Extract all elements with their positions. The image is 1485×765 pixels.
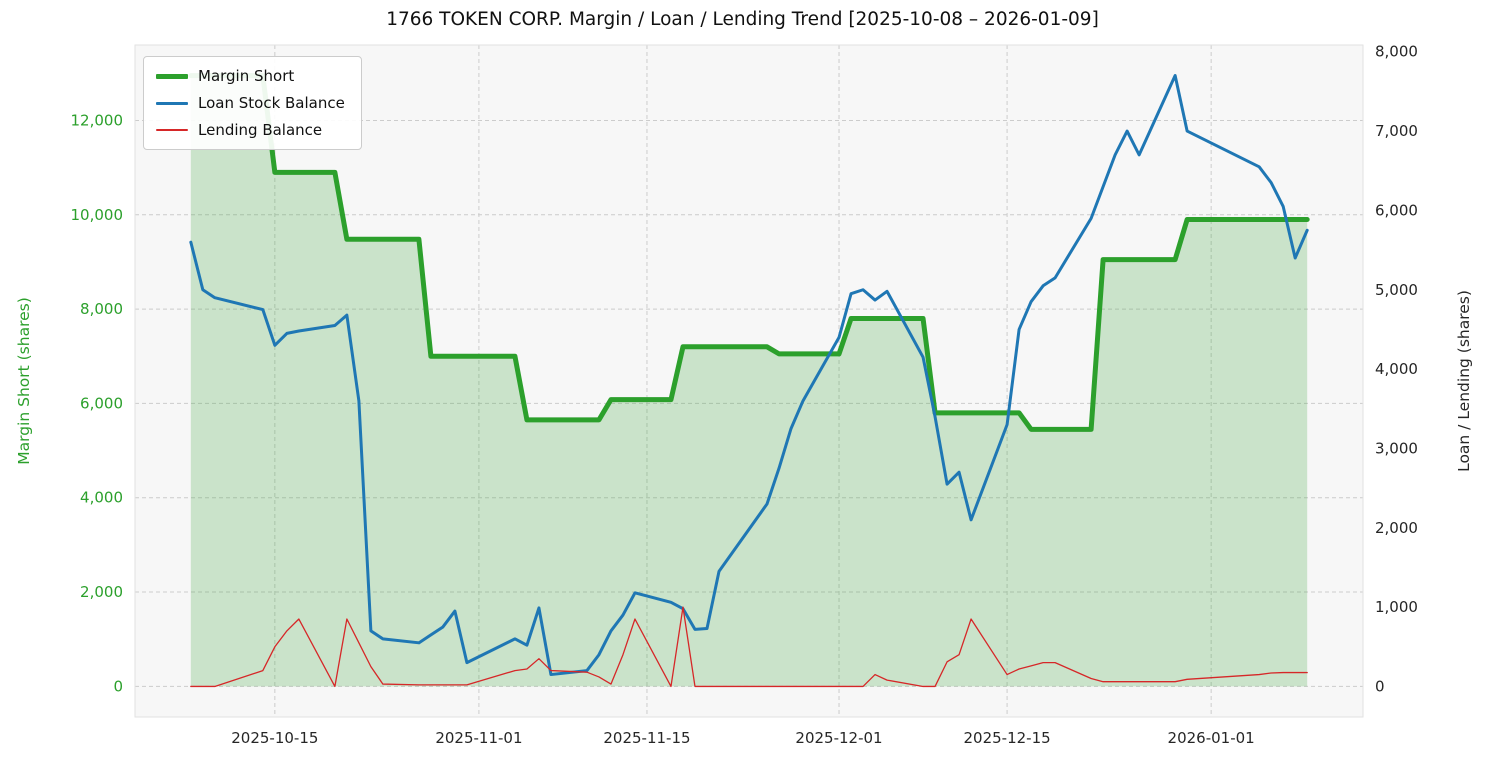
legend-item-lending-balance: Lending Balance <box>156 121 345 139</box>
x-axis-tick-label: 2025-11-01 <box>435 729 522 747</box>
legend-label-loan-stock-balance: Loan Stock Balance <box>198 94 345 112</box>
left-axis-tick-label: 0 <box>113 677 123 695</box>
chart-title: 1766 TOKEN CORP. Margin / Loan / Lending… <box>386 9 1099 30</box>
margin-short-line-swatch <box>156 73 188 79</box>
margin-short-area <box>190 75 1308 687</box>
series-line-loan-stock-balance <box>189 74 1309 677</box>
lending-line-swatch <box>156 129 188 131</box>
plot-background <box>135 45 1363 717</box>
right-axis-tick-label: 4,000 <box>1375 360 1418 378</box>
legend-item-loan-stock-balance: Loan Stock Balance <box>156 94 345 112</box>
x-axis-tick-label: 2025-11-15 <box>603 729 690 747</box>
left-axis-tick-label: 6,000 <box>80 394 123 412</box>
right-axis-tick-label: 2,000 <box>1375 519 1418 537</box>
x-axis-tick-label: 2026-01-01 <box>1168 729 1255 747</box>
left-axis-tick-label: 8,000 <box>80 300 123 318</box>
right-axis-tick-label: 5,000 <box>1375 281 1418 299</box>
x-axis-tick-label: 2025-12-01 <box>795 729 882 747</box>
right-axis-tick-label: 8,000 <box>1375 43 1418 61</box>
plot-frame <box>134 44 1364 718</box>
left-axis-tick-label: 12,000 <box>71 111 124 129</box>
right-axis-tick-label: 3,000 <box>1375 439 1418 457</box>
right-axis-tick-label: 7,000 <box>1375 122 1418 140</box>
right-axis-tick-label: 0 <box>1375 677 1385 695</box>
right-axis-tick-label: 1,000 <box>1375 598 1418 616</box>
x-axis-tick-label: 2025-10-15 <box>231 729 318 747</box>
legend-label-margin-short: Margin Short <box>198 67 295 85</box>
left-axis-tick-label: 4,000 <box>80 489 123 507</box>
series-line-margin-short <box>188 73 1310 432</box>
loan-stock-line-swatch <box>156 101 188 105</box>
left-axis-tick-label: 10,000 <box>71 206 124 224</box>
legend-label-lending-balance: Lending Balance <box>198 121 323 139</box>
x-axis-tick-label: 2025-12-15 <box>963 729 1050 747</box>
series-line-lending-balance <box>190 606 1308 688</box>
legend: Margin Short Loan Stock Balance Lending … <box>143 56 362 150</box>
left-axis-tick-label: 2,000 <box>80 583 123 601</box>
legend-item-margin-short: Margin Short <box>156 67 345 85</box>
right-axis-tick-label: 6,000 <box>1375 201 1418 219</box>
